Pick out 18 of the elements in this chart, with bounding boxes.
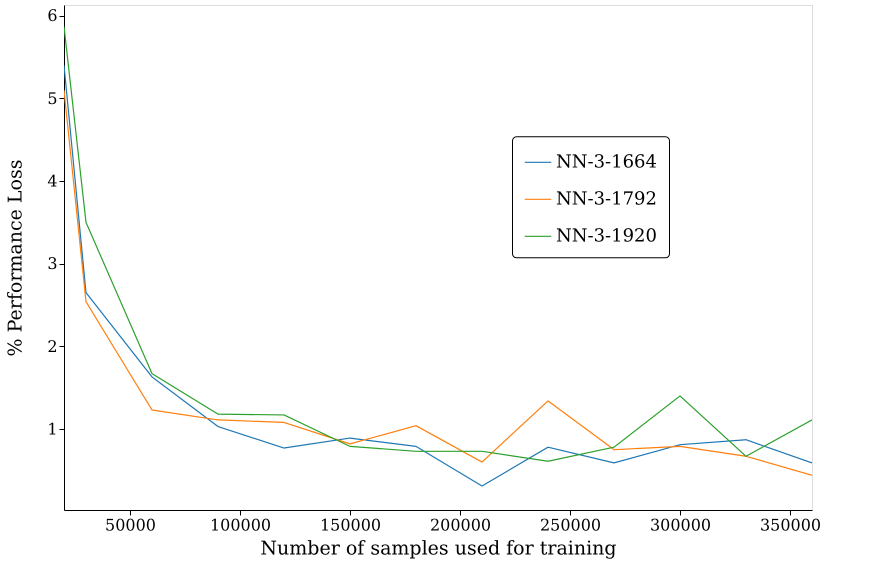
y-tick-label: 6 (47, 6, 58, 26)
x-tick-label: 200000 (430, 516, 492, 534)
legend-label: NN-3-1792 (556, 188, 657, 210)
x-tick-label: 250000 (540, 516, 602, 534)
x-tick-label: 150000 (320, 516, 382, 534)
legend-label: NN-3-1664 (556, 151, 657, 172)
y-tick-label: 4 (47, 172, 58, 191)
y-tick-label: 1 (47, 420, 58, 438)
x-tick-label: 300000 (650, 516, 712, 534)
x-tick-label: 100000 (210, 516, 272, 534)
y-tick-label: 3 (47, 254, 58, 274)
x-axis-title: Number of samples used for training (260, 538, 617, 560)
y-tick-label: 5 (47, 88, 58, 108)
y-tick-label: 2 (47, 336, 58, 356)
legend-label: NN-3-1920 (556, 225, 657, 246)
x-tick-label: 50000 (105, 516, 156, 534)
x-tick-label: 350000 (760, 516, 822, 534)
y-axis-title: % Performance Loss (4, 160, 26, 356)
